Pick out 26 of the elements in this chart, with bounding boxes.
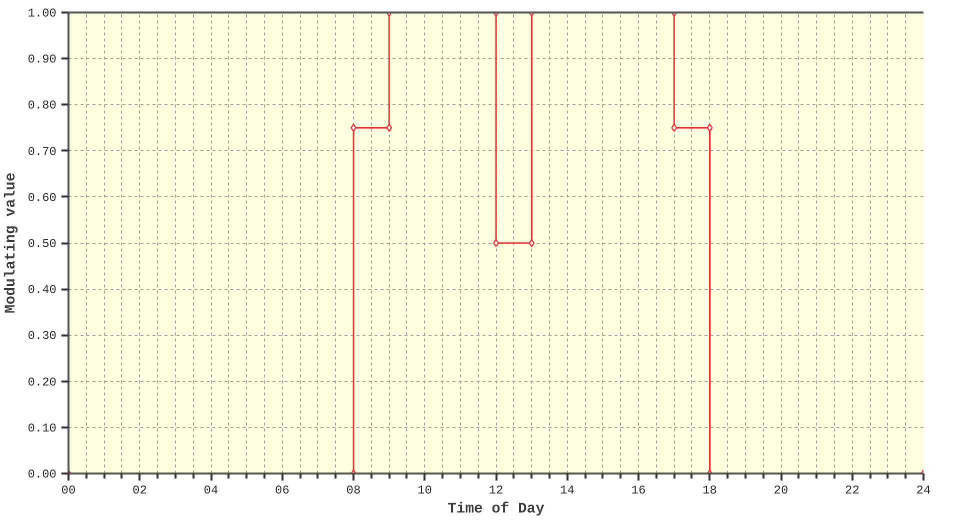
x-tick-label: 02 xyxy=(132,484,147,498)
y-tick-label: 0.30 xyxy=(28,329,57,344)
y-tick-label: 0.00 xyxy=(28,468,57,482)
x-tick-label: 20 xyxy=(774,484,788,498)
y-tick-label: 1.00 xyxy=(28,6,57,20)
y-tick-label: 0.80 xyxy=(28,98,57,113)
y-tick-label: 0.10 xyxy=(28,421,57,436)
y-tick-label: 0.20 xyxy=(28,375,57,390)
x-tick-label: 22 xyxy=(845,484,860,498)
y-tick-label: 0.70 xyxy=(28,144,57,159)
y-tick-label: 0.50 xyxy=(28,237,57,251)
x-tick-label: 04 xyxy=(204,484,218,498)
y-tick-label: 0.90 xyxy=(28,52,57,67)
x-axis-title: Time of Day xyxy=(448,502,545,518)
x-tick-label: 14 xyxy=(560,484,574,498)
x-tick-label: 12 xyxy=(488,484,504,498)
y-axis-title: Modulating value xyxy=(4,172,20,314)
x-tick-label: 24 xyxy=(916,484,931,498)
x-tick-label: 06 xyxy=(275,484,290,498)
x-tick-label: 18 xyxy=(702,484,717,498)
x-tick-label: 10 xyxy=(418,484,432,498)
x-tick-label: 00 xyxy=(61,484,76,498)
x-tick-label: 16 xyxy=(631,484,646,498)
y-tick-label: 0.40 xyxy=(28,283,57,298)
x-tick-label: 08 xyxy=(346,484,361,498)
y-tick-label: 0.60 xyxy=(28,190,57,205)
